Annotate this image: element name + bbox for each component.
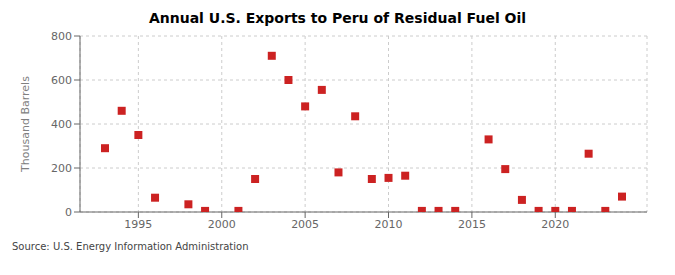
html-text:Annual U.S. Exports to Peru of: Annual U.S. Exports to Peru of Residual … [148, 10, 527, 26]
svg-text:1995: 1995 [124, 218, 152, 231]
svg-text:2015: 2015 [458, 218, 486, 231]
svg-text:0: 0 [65, 206, 72, 219]
svg-text:400: 400 [51, 118, 72, 131]
svg-text:2005: 2005 [291, 218, 319, 231]
svg-text:200: 200 [51, 162, 72, 175]
svg-text:800: 800 [51, 30, 72, 43]
svg-text:2010: 2010 [375, 218, 403, 231]
svg-text:Thousand Barrels: Thousand Barrels [19, 76, 32, 173]
svg-text:2020: 2020 [541, 218, 569, 231]
svg-text:2000: 2000 [208, 218, 236, 231]
svg-text:600: 600 [51, 74, 72, 87]
html-text:Source: U.S. Energy Informatio: Source: U.S. Energy Information Administ… [12, 241, 249, 252]
